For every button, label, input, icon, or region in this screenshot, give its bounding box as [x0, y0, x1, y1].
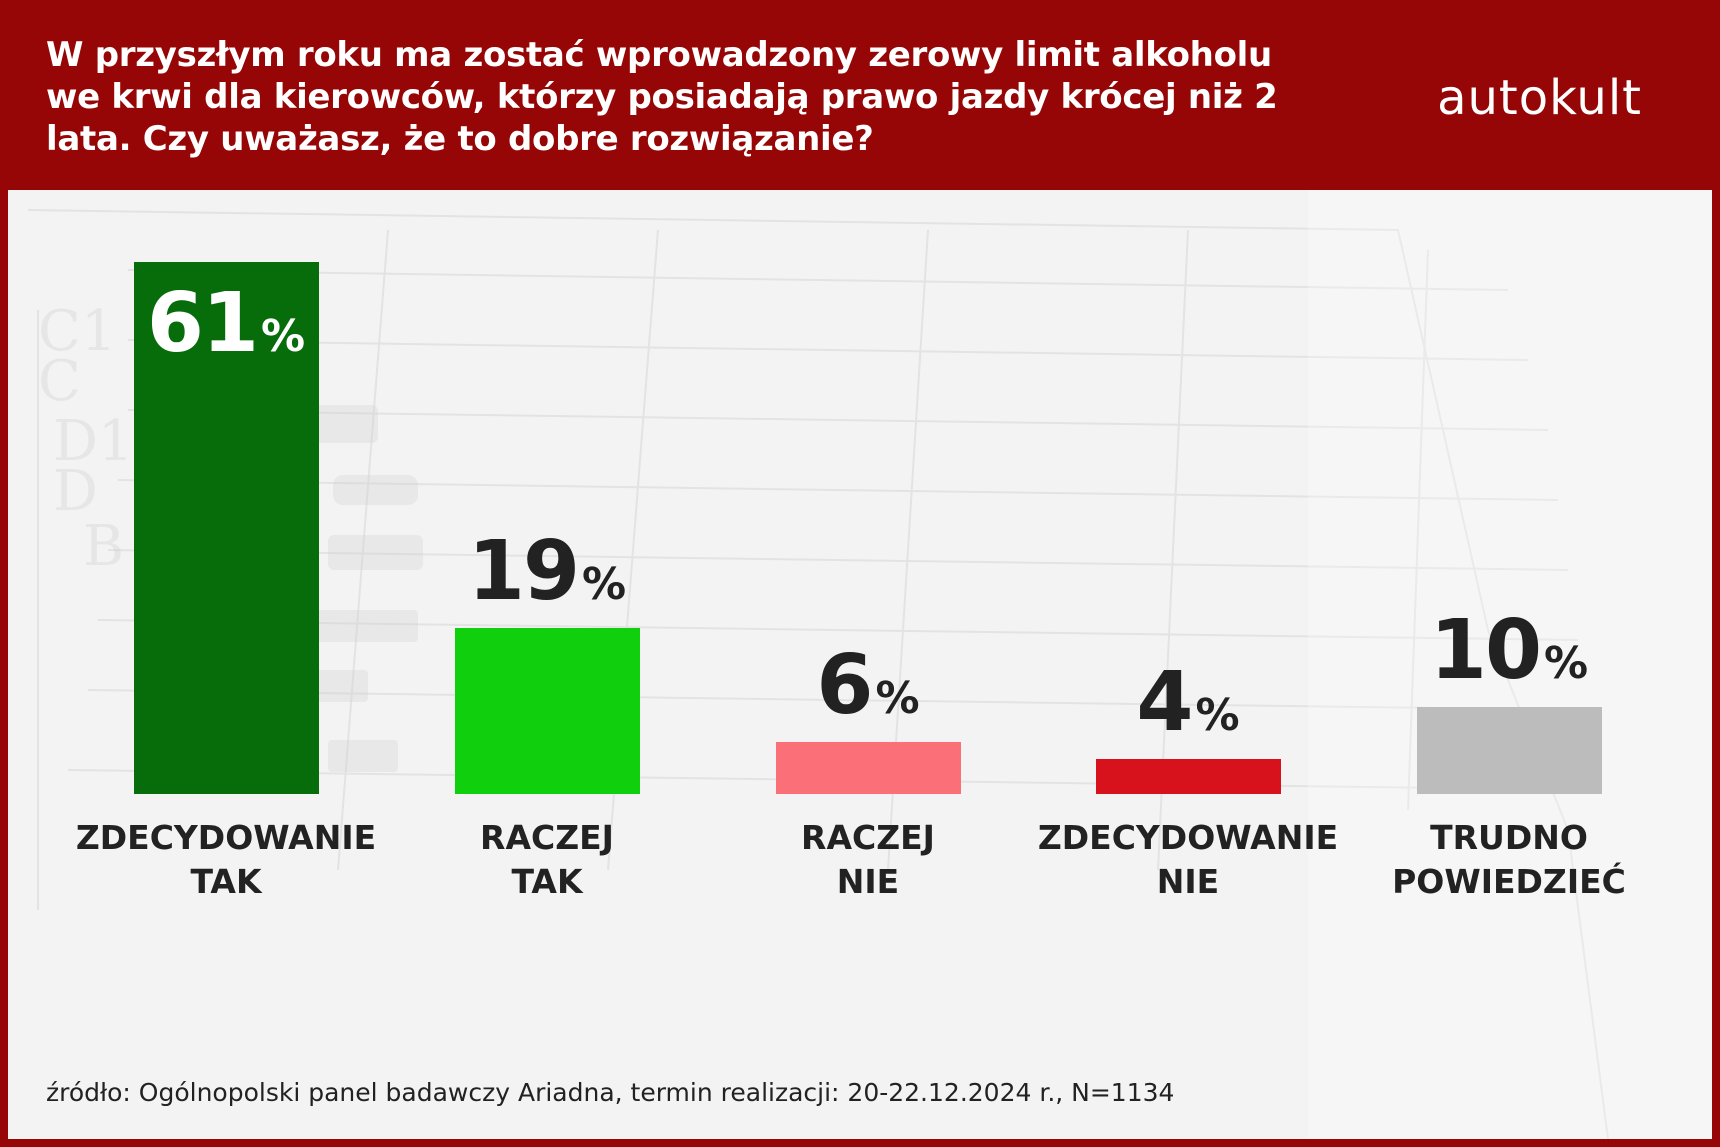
source-note: źródło: Ogólnopolski panel badawczy Aria…	[46, 1078, 1175, 1107]
category-label-line: NIE	[1156, 862, 1220, 901]
header: W przyszłym roku ma zostać wprowadzony z…	[0, 0, 1720, 190]
value-number: 10	[1429, 602, 1542, 698]
value-label-1: 61%	[76, 276, 376, 371]
value-label-4: 4%	[1038, 655, 1338, 750]
bar-5	[1416, 706, 1602, 794]
bar-chart: 61% ZDECYDOWANIE TAK 19% RACZEJ TAK 6% RACZEJ NI…	[8, 190, 1712, 1139]
value-percent-sign: %	[261, 311, 306, 362]
bar-3	[775, 741, 961, 794]
chart-panel: C1 C D1 D B 61% ZDECYDOWANIE TAK 19% RACZEJ T…	[8, 190, 1712, 1139]
category-label-1: ZDECYDOWANIE TAK	[66, 816, 386, 904]
category-label-line: RACZEJ	[801, 818, 935, 857]
value-percent-sign: %	[875, 672, 920, 724]
value-number: 61	[146, 276, 259, 371]
category-label-line: TAK	[190, 862, 262, 901]
value-percent-sign: %	[1195, 690, 1240, 742]
value-number: 4	[1136, 655, 1193, 751]
category-label-line: RACZEJ	[480, 818, 614, 857]
value-percent-sign: %	[582, 559, 627, 611]
svg-text:B: B	[83, 514, 124, 579]
value-number: 6	[816, 637, 873, 733]
category-label-line: TAK	[511, 862, 583, 901]
driving-license-background-image: C1 C D1 D B	[27, 190, 1712, 1139]
bar-1	[133, 262, 319, 794]
chart-title: W przyszłym roku ma zostać wprowadzony z…	[46, 35, 1278, 159]
category-label-2: RACZEJ TAK	[387, 816, 707, 904]
value-percent-sign: %	[1544, 637, 1589, 689]
bar-4	[1095, 759, 1281, 794]
value-number: 19	[467, 524, 580, 620]
svg-text:D1: D1	[53, 409, 134, 474]
category-label-4: ZDECYDOWANIE NIE	[1028, 816, 1348, 904]
svg-text:D: D	[53, 459, 98, 524]
value-label-3: 6%	[718, 638, 1018, 733]
category-label-5: TRUDNO POWIEDZIEĆ	[1349, 816, 1669, 904]
bar-2	[454, 628, 640, 794]
category-label-line: POWIEDZIEĆ	[1392, 862, 1626, 901]
value-label-5: 10%	[1359, 603, 1659, 698]
category-label-line: ZDECYDOWANIE	[1037, 818, 1339, 857]
category-label-line: NIE	[836, 862, 900, 901]
category-label-line: TRUDNO	[1430, 818, 1588, 857]
category-label-line: ZDECYDOWANIE	[75, 818, 377, 857]
category-label-3: RACZEJ NIE	[708, 816, 1028, 904]
svg-text:C: C	[38, 349, 81, 414]
svg-text:C1: C1	[38, 299, 116, 364]
autokult-logo: autokult	[1437, 70, 1642, 126]
value-label-2: 19%	[397, 524, 697, 619]
